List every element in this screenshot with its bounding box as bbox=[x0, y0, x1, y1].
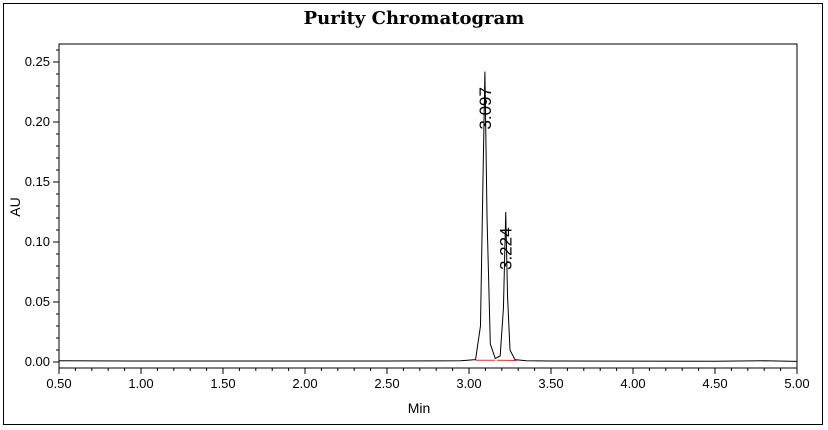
x-tick-label: 1.00 bbox=[128, 376, 153, 391]
x-axis-ticks: 0.50 1.00 1.50 2.00 2.50 3.00 3.50 4.00 4.50 5.00 bbox=[46, 368, 810, 391]
y-tick-label: 0.15 bbox=[25, 174, 50, 189]
y-tick-label: 0.00 bbox=[25, 354, 50, 369]
y-tick-label: 0.25 bbox=[25, 54, 50, 69]
x-tick-label: 1.50 bbox=[210, 376, 235, 391]
y-tick-label: 0.20 bbox=[25, 114, 50, 129]
plot-area bbox=[58, 43, 798, 369]
peak-label: 3.097 bbox=[476, 87, 495, 130]
chart-frame bbox=[3, 3, 823, 425]
y-axis-label: AU bbox=[7, 197, 23, 216]
x-tick-label: 4.50 bbox=[702, 376, 727, 391]
peak-labels: 3.097 3.224 bbox=[476, 87, 516, 270]
x-tick-label: 3.00 bbox=[456, 376, 481, 391]
y-tick-label: 0.05 bbox=[25, 294, 50, 309]
x-tick-label: 2.50 bbox=[374, 376, 399, 391]
peak-label: 3.224 bbox=[497, 227, 516, 270]
x-tick-label: 3.50 bbox=[538, 376, 563, 391]
x-tick-label: 5.00 bbox=[784, 376, 809, 391]
y-axis-ticks: 0.00 0.05 0.10 0.15 0.20 0.25 bbox=[25, 49, 59, 369]
x-tick-label: 2.00 bbox=[292, 376, 317, 391]
chart-title: Purity Chromatogram bbox=[303, 8, 525, 29]
x-tick-label: 4.00 bbox=[620, 376, 645, 391]
y-tick-label: 0.10 bbox=[25, 234, 50, 249]
x-axis-label: Min bbox=[408, 400, 431, 416]
x-tick-label: 0.50 bbox=[46, 376, 71, 391]
chromatogram-trace bbox=[58, 71, 798, 362]
